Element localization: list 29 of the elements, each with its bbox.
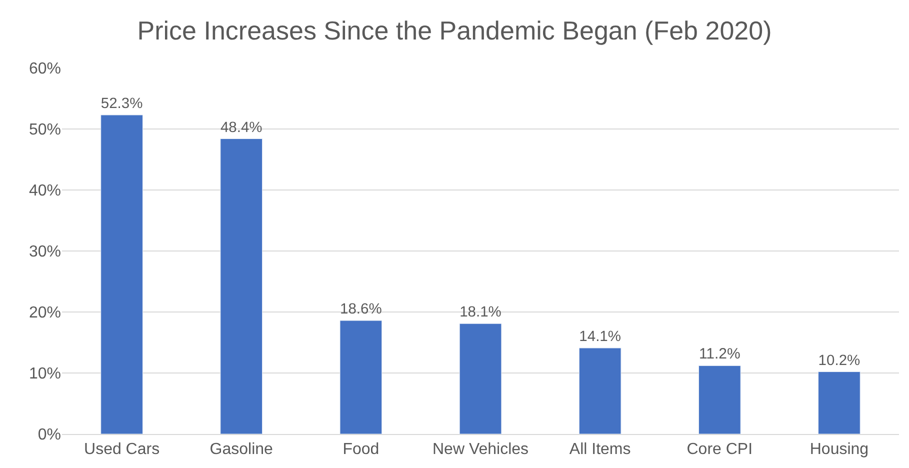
y-tick-label: 30% (28, 244, 61, 261)
data-label: 52.3% (100, 96, 143, 112)
y-tick-label: 20% (28, 304, 61, 322)
bar (459, 323, 502, 434)
data-label: 18.6% (340, 302, 382, 318)
x-tick-label: Food (342, 441, 380, 458)
bar (578, 348, 622, 434)
y-tick-label: 0% (38, 426, 61, 444)
data-label: 11.2% (698, 346, 740, 363)
x-tick-label: New Vehicles (432, 441, 529, 458)
data-label: 10.2% (818, 352, 860, 369)
data-label: 18.1% (460, 304, 502, 321)
x-tick-label: All Items (569, 441, 631, 458)
x-tick-label: Used Cars (84, 441, 160, 458)
y-tick-label: 10% (28, 366, 61, 383)
bar (818, 372, 860, 434)
x-tick-label: Housing (810, 441, 869, 458)
bar (220, 138, 263, 434)
bar (100, 114, 143, 434)
chart-title: Price Increases Since the Pandemic Began (Feb 2020) (137, 15, 772, 46)
bar (340, 320, 382, 434)
y-tick-label: 60% (28, 60, 61, 78)
data-label: 14.1% (579, 329, 621, 346)
y-tick-label: 50% (28, 122, 61, 139)
x-tick-label: Gasoline (210, 441, 274, 458)
data-label: 48.4% (220, 120, 262, 136)
x-tick-label: Core CPI (686, 441, 753, 458)
y-tick-label: 40% (28, 182, 61, 200)
bar (698, 365, 741, 434)
